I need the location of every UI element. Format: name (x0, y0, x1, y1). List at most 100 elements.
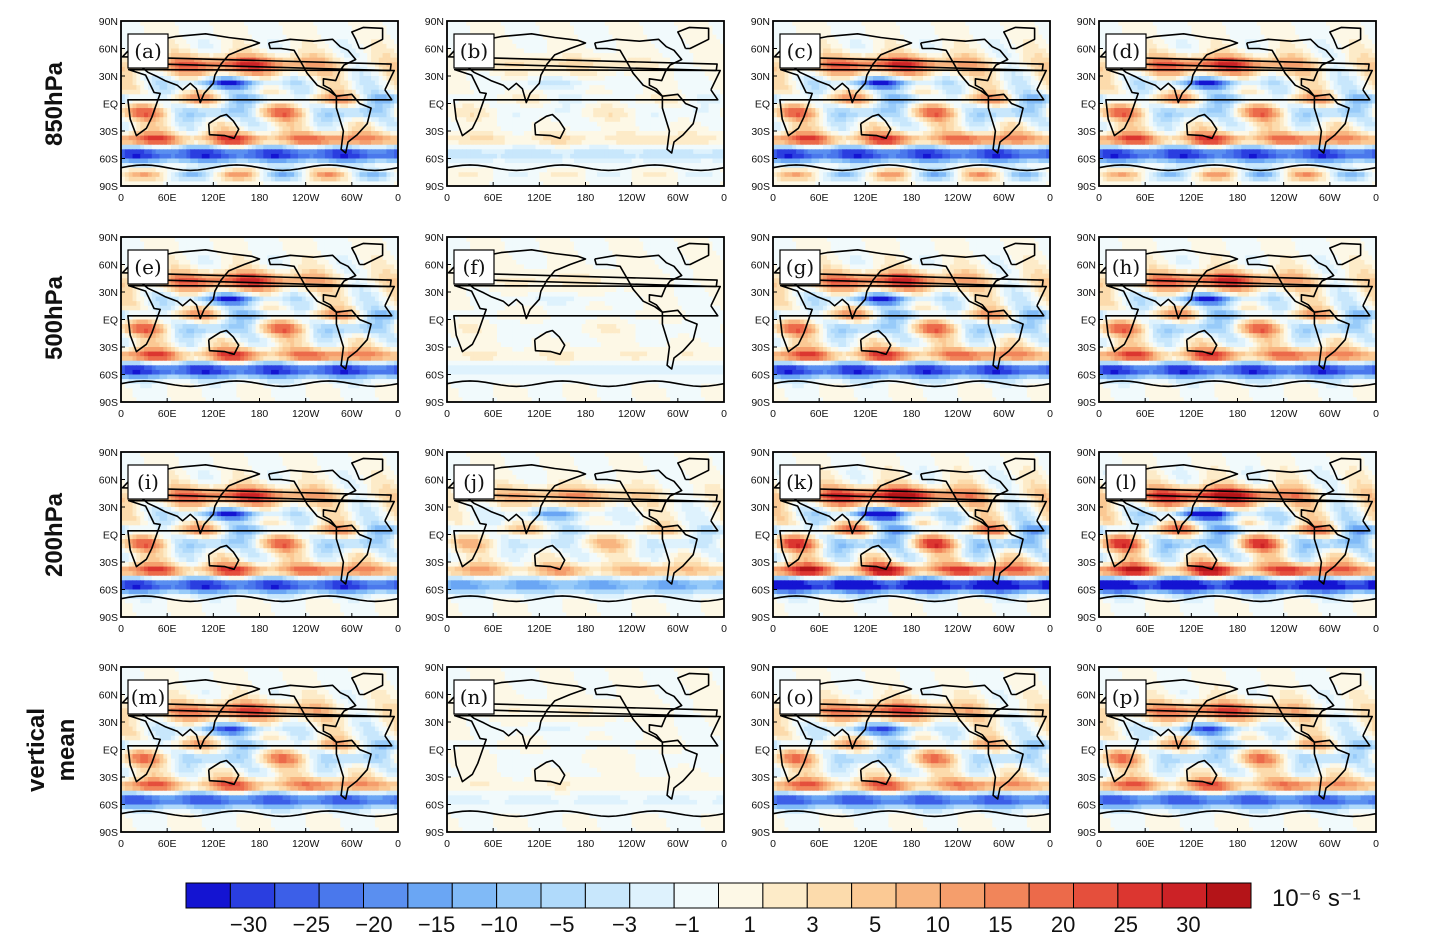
colorbar-swatch (895, 882, 941, 909)
y-tick-label: EQ (103, 530, 118, 542)
x-tick-label: 60E (484, 408, 503, 420)
y-tick-label: 90S (425, 612, 444, 624)
y-tick-label: 90N (1077, 16, 1096, 28)
colorbar-tick-label: −25 (293, 912, 330, 937)
y-tick-label: EQ (429, 315, 444, 327)
y-tick-label: 60N (751, 690, 770, 702)
x-tick-label: 60W (1319, 623, 1341, 635)
colorbar-swatch (851, 882, 897, 909)
y-tick-label: EQ (755, 530, 770, 542)
x-tick-label: 0 (1373, 192, 1379, 204)
x-tick-label: 0 (721, 192, 727, 204)
coastlines (121, 672, 398, 818)
y-tick-label: 30S (99, 126, 118, 138)
x-tick-label: 180 (577, 623, 595, 635)
colorbar-swatch (274, 882, 320, 909)
x-tick-label: 60W (667, 192, 689, 204)
colorbar-swatch (984, 882, 1030, 909)
y-tick-label: 30S (99, 557, 118, 569)
y-tick-label: 60N (425, 260, 444, 272)
x-tick-label: 120E (1179, 192, 1204, 204)
y-tick-label: 90N (751, 662, 770, 674)
y-tick-label: EQ (1081, 745, 1096, 757)
y-tick-label: 60S (425, 154, 444, 166)
row-label: vertical (23, 708, 50, 792)
y-tick-label: EQ (1081, 530, 1096, 542)
x-tick-label: 0 (721, 408, 727, 420)
x-tick-label: 0 (118, 623, 124, 635)
panel-label: (g) (779, 249, 821, 285)
colorbar-tick-label: −30 (230, 912, 267, 937)
row-label: 500hPa (41, 275, 68, 360)
field-raster (447, 21, 724, 186)
y-tick-label: 60S (1077, 800, 1096, 812)
x-tick-label: 0 (1047, 408, 1053, 420)
x-tick-label: 0 (118, 838, 124, 850)
y-tick-label: 60S (425, 585, 444, 597)
x-tick-label: 120E (527, 408, 552, 420)
y-tick-label: 60N (1077, 690, 1096, 702)
x-tick-label: 0 (770, 192, 776, 204)
colorbar-swatch (496, 882, 542, 909)
row-label: 850hPa (41, 61, 68, 146)
x-tick-label: 120W (1270, 623, 1298, 635)
y-tick-label: 30N (751, 717, 770, 729)
x-tick-label: 180 (577, 838, 595, 850)
x-tick-label: 60W (1319, 408, 1341, 420)
colorbar-tick-label: 25 (1113, 912, 1137, 937)
y-tick-label: 90S (99, 397, 118, 409)
y-tick-label: 60N (99, 260, 118, 272)
colorbar-unit: 10⁻⁶ s⁻¹ (1272, 885, 1361, 912)
panel-label: (e) (127, 249, 169, 285)
x-tick-label: 120W (1270, 838, 1298, 850)
x-tick-label: 120E (527, 192, 552, 204)
y-tick-label: EQ (103, 745, 118, 757)
y-tick-label: 30N (751, 502, 770, 514)
x-tick-label: 120W (944, 838, 972, 850)
colorbar-tick-label: −20 (355, 912, 392, 937)
panel-label: (b) (453, 33, 495, 69)
x-tick-label: 0 (395, 623, 401, 635)
y-tick-label: 60N (99, 44, 118, 56)
field-raster (447, 667, 724, 832)
y-tick-label: EQ (755, 745, 770, 757)
y-tick-label: 30N (425, 287, 444, 299)
colorbar-swatch (1117, 882, 1163, 909)
x-tick-label: 60E (484, 623, 503, 635)
field-raster (121, 452, 398, 617)
y-tick-label: 60S (1077, 370, 1096, 382)
y-tick-label: 90N (425, 232, 444, 244)
x-tick-label: 60E (810, 838, 829, 850)
x-tick-label: 180 (903, 838, 921, 850)
y-tick-label: 30S (751, 126, 770, 138)
y-tick-label: 90N (751, 232, 770, 244)
x-tick-label: 60W (667, 838, 689, 850)
x-tick-label: 120W (292, 623, 320, 635)
x-tick-label: 120E (853, 192, 878, 204)
x-tick-label: 180 (1229, 838, 1247, 850)
x-tick-label: 120E (527, 623, 552, 635)
row-label: mean (53, 719, 80, 782)
y-tick-label: 90S (1077, 612, 1096, 624)
y-tick-label: 30N (99, 717, 118, 729)
x-tick-label: 60E (158, 623, 177, 635)
x-tick-label: 120W (1270, 408, 1298, 420)
panel-label: (j) (453, 464, 495, 500)
x-tick-label: 120W (944, 408, 972, 420)
y-tick-label: 30N (1077, 717, 1096, 729)
x-tick-label: 0 (770, 838, 776, 850)
y-tick-label: 90S (99, 181, 118, 193)
y-tick-label: 90N (99, 662, 118, 674)
y-tick-label: 60S (751, 800, 770, 812)
x-tick-label: 120W (618, 623, 646, 635)
colorbar-tick-label: 3 (806, 912, 818, 937)
x-tick-label: 120W (944, 192, 972, 204)
